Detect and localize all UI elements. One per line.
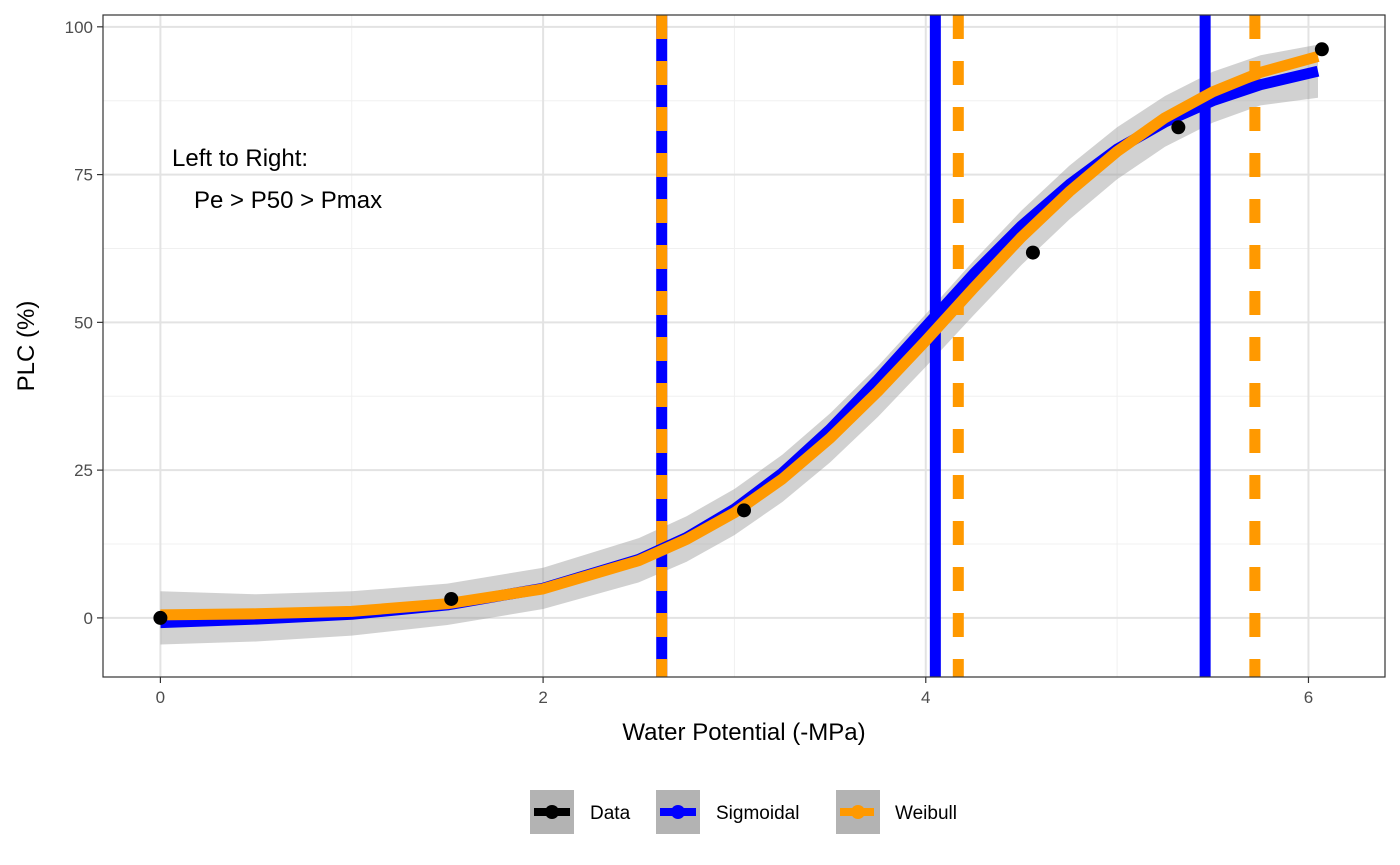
data-points — [153, 42, 1329, 625]
y-tick-label: 75 — [74, 166, 93, 185]
x-tick-label: 4 — [921, 688, 930, 707]
panel-border — [102, 14, 1386, 678]
y-tick-label: 50 — [74, 313, 93, 332]
legend-point-data — [545, 805, 559, 819]
legend-item-sigmoidal: Sigmoidal — [656, 790, 799, 834]
legend: Data Sigmoidal Weibull — [530, 790, 957, 834]
x-tick-label: 0 — [156, 688, 165, 707]
legend-point-sigmoidal — [671, 805, 685, 819]
legend-label-sigmoidal: Sigmoidal — [716, 803, 799, 824]
x-axis-title: Water Potential (-MPa) — [622, 719, 865, 746]
threshold-lines — [656, 15, 1261, 677]
data-point — [444, 591, 459, 606]
y-axis-title: PLC (%) — [13, 301, 40, 392]
data-point — [1025, 245, 1040, 260]
fitted-curves — [160, 51, 1320, 629]
legend-label-weibull: Weibull — [895, 803, 957, 824]
annotation-line-2: Pe > P50 > Pmax — [194, 187, 382, 214]
data-point — [1314, 42, 1329, 57]
legend-label-data: Data — [590, 803, 631, 824]
legend-item-weibull: Weibull — [836, 790, 957, 834]
annotation-line-1: Left to Right: — [172, 145, 308, 172]
data-point — [153, 610, 168, 625]
data-point — [737, 503, 751, 518]
y-tick-label: 0 — [84, 609, 93, 628]
weibull-curve — [160, 51, 1320, 621]
axes: 0 2 4 6 0 25 50 75 100 — [65, 18, 1314, 707]
x-tick-label: 6 — [1304, 688, 1313, 707]
legend-point-weibull — [851, 805, 865, 819]
data-point — [1171, 120, 1186, 135]
y-tick-label: 25 — [74, 461, 93, 480]
y-tick-label: 100 — [65, 18, 93, 37]
x-tick-label: 2 — [538, 688, 547, 707]
legend-item-data: Data — [530, 790, 631, 834]
